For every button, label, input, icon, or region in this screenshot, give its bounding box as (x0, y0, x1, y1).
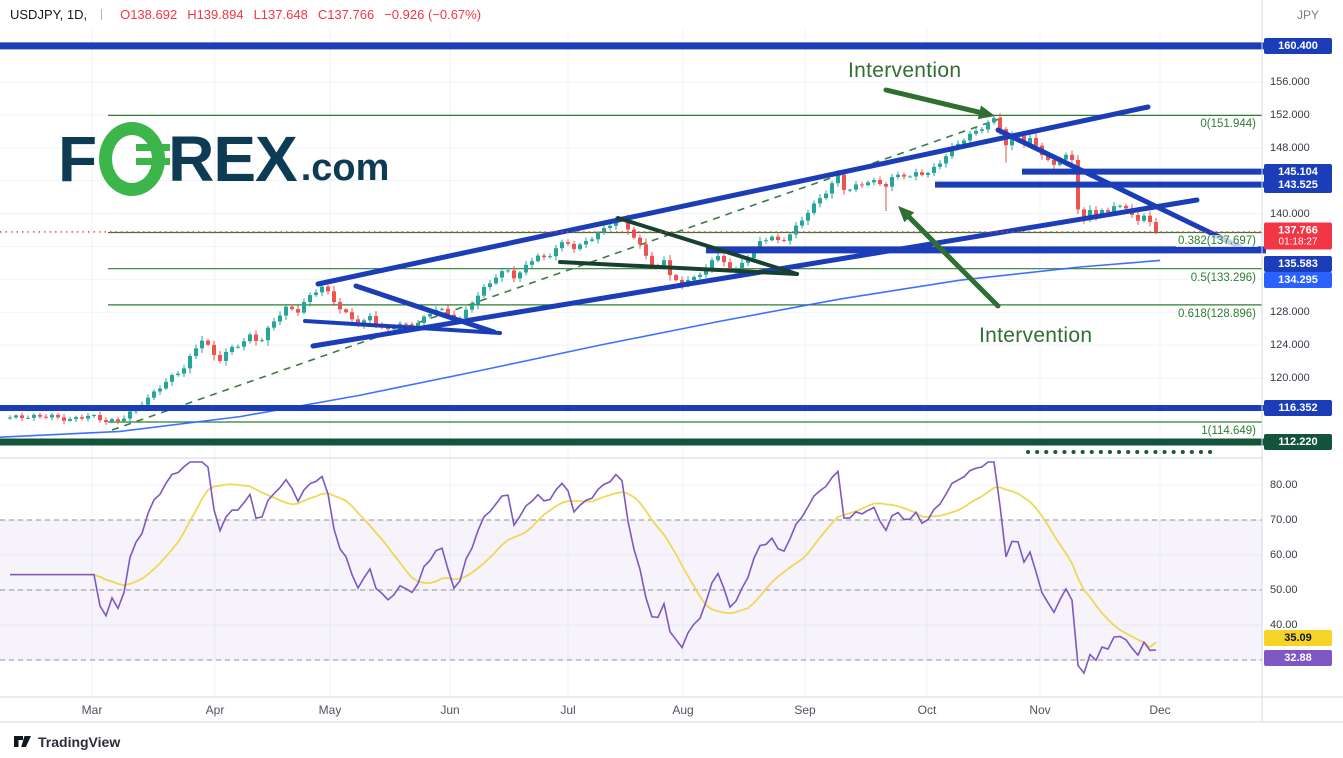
rsi-tick-label: 50.00 (1270, 584, 1298, 596)
intervention-arrow (883, 87, 988, 117)
price-tick-label: 124.000 (1270, 339, 1310, 352)
time-axis-label: Nov (1029, 703, 1051, 717)
price-level-badge: 135.583 (1264, 255, 1332, 272)
current-price-badge: 137.766 01:18:27 (1264, 222, 1332, 250)
price-tick-label: 152.000 (1270, 108, 1310, 121)
fib-level-label: 1(114.649) (1199, 424, 1258, 437)
ma-line (0, 259, 1161, 438)
intervention-arrowhead-icon (898, 206, 915, 223)
forex-com-logo: F REX .com (58, 122, 389, 196)
forex-logo-part1: F (58, 123, 97, 195)
rsi-value-badge: 32.88 (1264, 649, 1332, 666)
fib-level-label: 0(151.944) (1198, 118, 1258, 131)
symbol-legend[interactable]: USDJPY, 1D, O138.692 H139.894 L137.648 C… (10, 7, 481, 22)
ohlc-values: O138.692 H139.894 L137.648 C137.766 −0.9… (120, 7, 481, 22)
time-axis-label: Dec (1149, 703, 1171, 717)
time-axis-label: Aug (672, 703, 694, 717)
forex-logo-suffix: .com (300, 146, 390, 189)
trendline (995, 127, 1243, 250)
time-axis-label: Apr (205, 703, 225, 717)
high-value: H139.894 (187, 7, 244, 22)
time-axis-label: Jun (440, 703, 460, 717)
price-tick-label: 156.000 (1270, 76, 1310, 88)
price-level-badge: 112.220 (1264, 433, 1332, 450)
tradingview-logo[interactable]: TradingView (13, 732, 120, 751)
rsi-plot (10, 461, 1157, 675)
rsi-tick-label: 70.00 (1270, 514, 1298, 526)
legend-separator-icon (101, 9, 103, 20)
intervention-annotation-bottom[interactable]: Intervention (979, 324, 1093, 347)
fib-level-label: 0.618(128.896) (1175, 307, 1258, 320)
tradingview-icon (14, 736, 31, 747)
time-axis-label: May (318, 703, 342, 717)
price-level-badge: 145.104 (1264, 163, 1332, 180)
rsi-line (10, 461, 1157, 675)
quote-currency-label: JPY (1296, 8, 1319, 22)
trendline (353, 283, 497, 335)
rsi-ma-line (10, 483, 1157, 649)
rsi-tick-label: 60.00 (1270, 549, 1298, 561)
price-level-badge: 116.352 (1264, 399, 1332, 416)
rsi-tick-label: 80.00 (1270, 479, 1298, 491)
intervention-annotation-top[interactable]: Intervention (848, 59, 962, 82)
time-axis-label: Oct (917, 703, 937, 717)
close-value: C137.766 (317, 7, 375, 22)
countdown-timer: 01:18:27 (1278, 236, 1318, 248)
time-axis-label: Sep (794, 703, 816, 717)
fib-level-label: 0.382(137.697) (1175, 235, 1258, 248)
forex-logo-o-icon (99, 122, 171, 196)
price-tick-label: 120.000 (1270, 371, 1310, 384)
trendline (315, 104, 1151, 287)
price-level-badge: 160.400 (1264, 37, 1332, 54)
wedge-line (558, 260, 799, 276)
price-level-badge: 143.525 (1264, 176, 1332, 193)
intervention-arrow (902, 210, 1001, 309)
rsi-ma-badge: 35.09 (1264, 630, 1332, 647)
price-tick-label: 148.000 (1270, 141, 1310, 154)
price-tick-label: 128.000 (1270, 306, 1310, 319)
open-value: O138.692 (120, 7, 178, 22)
low-value: L137.648 (253, 7, 308, 22)
forex-logo-part2: REX (168, 123, 298, 195)
wedge-line (616, 216, 799, 276)
trendline (303, 319, 502, 335)
tradingview-label: TradingView (38, 733, 121, 750)
change-value: −0.926 (−0.67%) (384, 7, 482, 22)
fib-level-label: 0.5(133.296) (1188, 271, 1258, 284)
symbol-interval-label[interactable]: USDJPY, 1D, (10, 7, 88, 22)
intervention-arrowhead-icon (977, 105, 995, 120)
price-level-badge: 134.295 (1264, 272, 1332, 289)
price-tick-label: 140.000 (1270, 207, 1310, 220)
time-axis-label: Jul (560, 703, 576, 717)
time-axis-label: Mar (81, 703, 103, 717)
rsi-tick-label: 40.00 (1270, 619, 1298, 631)
